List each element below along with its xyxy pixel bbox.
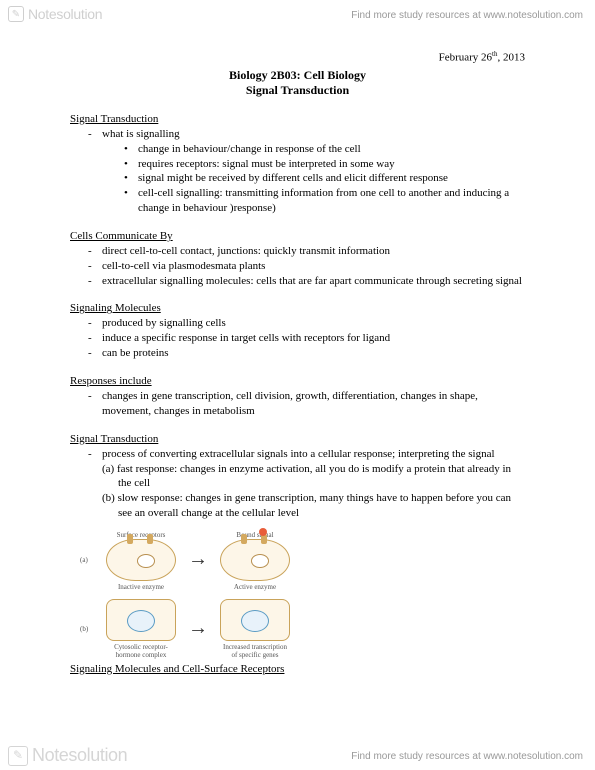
list-item: what is signalling xyxy=(88,127,525,142)
cell-active: Bound signal Active enzyme xyxy=(220,529,290,591)
diagram-row-a: (a) Surface receptors Inactive enzyme → … xyxy=(80,529,420,591)
list-item: change in behaviour/change in response o… xyxy=(124,142,525,157)
date-text: February 26th, 2013 xyxy=(70,50,525,64)
tagline-top: Find more study resources at www.notesol… xyxy=(351,10,583,21)
label-inactive-enzyme: Inactive enzyme xyxy=(106,583,176,591)
list-item: can be proteins xyxy=(88,346,525,361)
list-item: cell-to-cell via plasmodesmata plants xyxy=(88,259,525,274)
list-item: process of converting extracellular sign… xyxy=(88,447,525,462)
label-bound-signal: Bound signal xyxy=(220,531,290,539)
list-item: produced by signalling cells xyxy=(88,316,525,331)
list-item: requires receptors: signal must be inter… xyxy=(124,157,525,172)
list-signal-transduction-2: process of converting extracellular sign… xyxy=(70,447,525,462)
row-label-a: (a) xyxy=(80,556,94,564)
cell-inactive: Surface receptors Inactive enzyme xyxy=(106,529,176,591)
list-signal-transduction: what is signalling xyxy=(70,127,525,142)
row-label-b: (b) xyxy=(80,625,94,633)
cell-nucleus-2: Increased transcription of specific gene… xyxy=(220,599,290,659)
list-item: direct cell-to-cell contact, junctions: … xyxy=(88,244,525,259)
cell-diagram: (a) Surface receptors Inactive enzyme → … xyxy=(80,529,420,649)
heading-signal-transduction: Signal Transduction xyxy=(70,113,525,125)
page-subtitle: Signal Transduction xyxy=(70,83,525,99)
list-item: induce a specific response in target cel… xyxy=(88,331,525,346)
label-cytosolic: Cytosolic receptor-hormone complex xyxy=(106,643,176,659)
diagram-row-b: (b) Cytosolic receptor-hormone complex →… xyxy=(80,599,420,659)
sub-item-b: (b) slow response: changes in gene trans… xyxy=(102,491,525,521)
arrow-icon: → xyxy=(188,548,208,571)
list-item: changes in gene transcription, cell divi… xyxy=(88,389,525,419)
heading-final: Signaling Molecules and Cell-Surface Rec… xyxy=(70,663,525,675)
note-icon: ✎ xyxy=(8,6,24,22)
course-title: Biology 2B03: Cell Biology xyxy=(70,68,525,84)
sub-item-a: (a) fast response: changes in enzyme act… xyxy=(102,462,525,492)
brand-text: Notesolution xyxy=(28,6,102,22)
label-active-enzyme: Active enzyme xyxy=(220,583,290,591)
list-item: signal might be received by different ce… xyxy=(124,171,525,186)
label-surface-receptors: Surface receptors xyxy=(106,531,176,539)
list-item: extracellular signalling molecules: cell… xyxy=(88,274,525,289)
heading-responses: Responses include xyxy=(70,375,525,387)
heading-signal-transduction-2: Signal Transduction xyxy=(70,433,525,445)
list-cells-communicate: direct cell-to-cell contact, junctions: … xyxy=(70,244,525,289)
note-icon: ✎ xyxy=(8,746,28,766)
brand-text-bottom: Notesolution xyxy=(32,745,127,766)
watermark-top: ✎ Notesolution xyxy=(8,6,102,22)
sub-list: (a) fast response: changes in enzyme act… xyxy=(70,462,525,521)
label-transcription: Increased transcription of specific gene… xyxy=(220,643,290,659)
list-signaling-molecules: produced by signalling cells induce a sp… xyxy=(70,316,525,361)
list-responses: changes in gene transcription, cell divi… xyxy=(70,389,525,419)
tagline-bottom: Find more study resources at www.notesol… xyxy=(351,751,583,762)
arrow-icon: → xyxy=(188,617,208,640)
document-page: February 26th, 2013 Biology 2B03: Cell B… xyxy=(0,0,595,717)
bullet-list-signalling: change in behaviour/change in response o… xyxy=(70,142,525,216)
heading-signaling-molecules: Signaling Molecules xyxy=(70,302,525,314)
cell-nucleus-1: Cytosolic receptor-hormone complex xyxy=(106,599,176,659)
list-item: cell-cell signalling: transmitting infor… xyxy=(124,186,525,216)
heading-cells-communicate: Cells Communicate By xyxy=(70,230,525,242)
watermark-bottom: ✎ Notesolution xyxy=(8,745,127,766)
